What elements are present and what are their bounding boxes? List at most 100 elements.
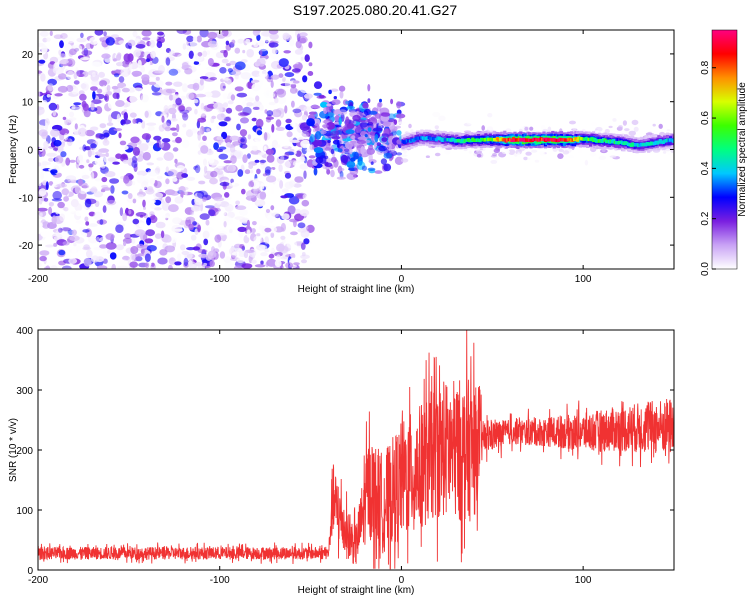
heatmap-cell xyxy=(346,123,355,129)
heatmap-cell xyxy=(276,144,281,148)
heatmap-cell xyxy=(268,253,275,259)
heatmap-cell xyxy=(186,247,196,251)
heatmap-cell xyxy=(105,152,109,157)
heatmap-cell xyxy=(129,112,137,118)
heatmap-cell xyxy=(432,111,441,118)
heatmap-cell xyxy=(175,136,182,144)
heatmap-cell xyxy=(131,70,142,77)
heatmap-cell xyxy=(249,139,260,147)
heatmap-cell xyxy=(265,175,277,183)
heatmap-cell xyxy=(81,50,93,56)
heatmap-cell xyxy=(309,144,315,151)
chart-title: S197.2025.080.20.41.G27 xyxy=(292,2,458,18)
heatmap-cell xyxy=(326,169,331,175)
heatmap-cell xyxy=(122,119,132,125)
heatmap-cell xyxy=(182,113,189,121)
heatmap-cell xyxy=(180,95,187,101)
heatmap-cell xyxy=(54,93,63,97)
heatmap-cell xyxy=(161,122,171,130)
heatmap-cell xyxy=(297,222,306,229)
heatmap-cell xyxy=(150,262,155,267)
heatmap-cell xyxy=(41,45,48,54)
heatmap-cell xyxy=(264,92,276,99)
heatmap-cell xyxy=(79,226,83,232)
heatmap-cell xyxy=(163,151,174,161)
heatmap-cell xyxy=(43,197,49,202)
heatmap-cell xyxy=(345,100,349,105)
y-tick-label: 400 xyxy=(16,326,33,337)
heatmap-cell xyxy=(229,172,238,178)
heatmap-cell xyxy=(63,37,75,44)
heatmap-cell xyxy=(90,186,98,194)
colorbar xyxy=(711,29,738,270)
heatmap-cell xyxy=(38,181,42,187)
heatmap-cell xyxy=(293,150,297,155)
heatmap-cell xyxy=(96,265,108,269)
heatmap-cell xyxy=(223,212,228,217)
heatmap-cell xyxy=(338,85,346,92)
heatmap-cell xyxy=(299,163,309,170)
heatmap-cell xyxy=(53,62,60,69)
heatmap-cell xyxy=(161,111,167,115)
heatmap-cell xyxy=(279,180,284,189)
heatmap-cell xyxy=(542,128,548,133)
heatmap-cell xyxy=(157,257,168,265)
heatmap-cell xyxy=(96,88,103,94)
heatmap-cell xyxy=(252,221,257,226)
heatmap-cell xyxy=(90,86,98,91)
heatmap-cell xyxy=(253,235,263,244)
heatmap-cell xyxy=(175,97,182,106)
heatmap-cell xyxy=(378,145,387,152)
heatmap-cell xyxy=(110,204,119,210)
heatmap-cell xyxy=(230,178,234,184)
heatmap-cell xyxy=(76,37,87,43)
heatmap-cell xyxy=(38,188,47,197)
heatmap-cell xyxy=(307,71,314,76)
heatmap-cell xyxy=(244,97,255,102)
heatmap-cell xyxy=(219,251,226,259)
heatmap-cell xyxy=(285,262,294,269)
heatmap-cell xyxy=(240,72,252,80)
heatmap-cell xyxy=(396,130,402,136)
y-tick-label: 100 xyxy=(16,506,33,517)
heatmap-cell xyxy=(150,50,157,59)
heatmap-cell xyxy=(102,205,107,213)
heatmap-cell xyxy=(121,87,130,93)
heatmap-cell xyxy=(153,207,162,211)
heatmap-cell xyxy=(136,174,145,184)
heatmap-cell xyxy=(252,145,258,152)
heatmap-cell xyxy=(38,129,48,137)
heatmap-cell xyxy=(200,102,205,111)
heatmap-cell xyxy=(275,119,282,127)
heatmap-cell xyxy=(390,98,394,105)
heatmap-cell xyxy=(209,76,217,81)
heatmap-cell xyxy=(222,85,226,89)
heatmap-cell xyxy=(244,169,251,175)
heatmap-cell xyxy=(178,117,185,126)
heatmap-cell xyxy=(219,181,230,187)
heatmap-cell xyxy=(123,53,131,62)
heatmap-cell xyxy=(231,39,236,45)
heatmap-cell xyxy=(253,187,258,196)
heatmap-cell xyxy=(230,94,236,101)
heatmap-cell xyxy=(215,210,226,217)
heatmap-cell xyxy=(186,92,195,100)
heatmap-cell xyxy=(121,190,129,195)
heatmap-cell xyxy=(281,188,289,193)
heatmap-cell xyxy=(308,41,313,49)
heatmap-cell xyxy=(240,138,245,143)
heatmap-cell xyxy=(202,171,207,176)
heatmap-cell xyxy=(181,111,188,118)
heatmap-cell xyxy=(361,165,367,171)
heatmap-cell xyxy=(229,60,237,66)
heatmap-cell xyxy=(149,215,158,224)
heatmap-cell xyxy=(165,88,176,94)
y-tick-label: -20 xyxy=(19,241,34,252)
heatmap-cell xyxy=(259,50,263,56)
heatmap-cell xyxy=(142,199,146,208)
heatmap-cell xyxy=(260,260,264,265)
heatmap-cell xyxy=(251,80,255,84)
heatmap-cell xyxy=(119,259,128,266)
heatmap-cell xyxy=(167,169,178,177)
heatmap-cell xyxy=(58,227,63,233)
